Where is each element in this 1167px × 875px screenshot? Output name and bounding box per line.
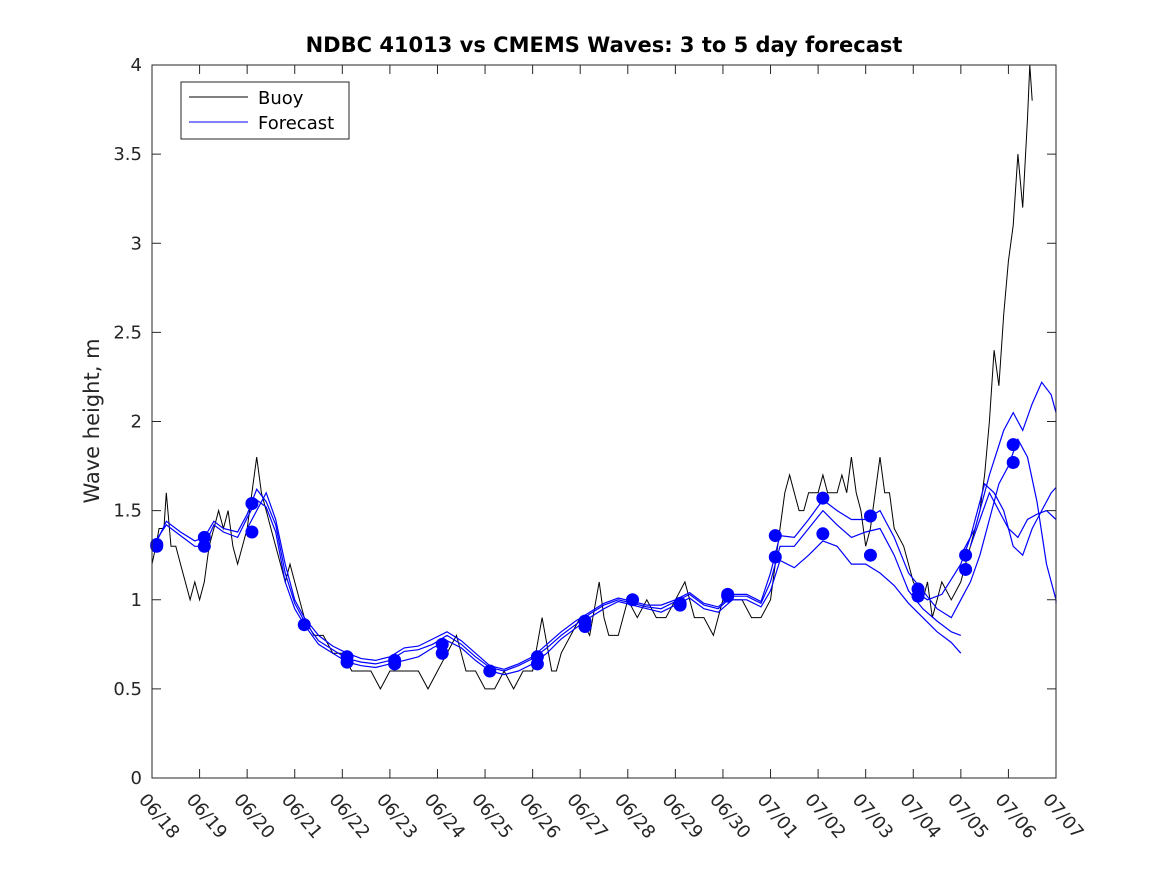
forecast-marker xyxy=(245,525,259,539)
forecast-marker xyxy=(959,548,973,562)
plot-area xyxy=(152,65,1056,778)
forecast-marker xyxy=(816,491,830,505)
forecast-marker xyxy=(863,509,877,523)
forecast-marker xyxy=(435,646,449,660)
forecast-marker xyxy=(768,550,782,564)
forecast-marker xyxy=(911,589,925,603)
forecast-run-line xyxy=(969,491,1057,547)
forecast-marker xyxy=(863,548,877,562)
forecast-marker xyxy=(959,562,973,576)
forecast-marker xyxy=(578,614,592,628)
y-tick-label: 3.5 xyxy=(113,144,142,165)
forecast-marker xyxy=(245,496,259,510)
legend-buoy-label: Buoy xyxy=(258,88,304,109)
forecast-marker xyxy=(768,529,782,543)
forecast-marker xyxy=(150,537,164,551)
y-tick-label: 0 xyxy=(131,768,142,789)
forecast-markers-group xyxy=(150,438,1020,678)
forecast-run-line xyxy=(912,482,1057,601)
forecast-marker xyxy=(483,664,497,678)
forecast-marker xyxy=(816,527,830,541)
y-tick-label: 1.5 xyxy=(113,501,142,522)
forecast-marker xyxy=(340,650,354,664)
y-tick-label: 4 xyxy=(131,55,142,76)
chart-title: NDBC 41013 vs CMEMS Waves: 3 to 5 day fo… xyxy=(306,33,903,57)
forecast-marker xyxy=(435,637,449,651)
forecast-run-line xyxy=(960,381,1057,556)
y-tick-label: 0.5 xyxy=(113,679,142,700)
y-axis: 0 0.5 1 1.5 2 2.5 3 3.5 4 xyxy=(113,55,1056,789)
forecast-marker xyxy=(1006,438,1020,452)
forecast-marker xyxy=(530,650,544,664)
y-tick-label: 3 xyxy=(131,233,142,254)
legend: Buoy Forecast xyxy=(180,81,350,140)
forecast-marker xyxy=(673,596,687,610)
y-tick-label: 2 xyxy=(131,412,142,433)
forecast-marker xyxy=(297,618,311,632)
forecast-marker xyxy=(388,653,402,667)
legend-box xyxy=(180,81,350,140)
forecast-marker xyxy=(721,587,735,601)
forecast-marker xyxy=(197,539,211,553)
y-axis-label: Wave height, m xyxy=(80,338,104,503)
legend-forecast-label: Forecast xyxy=(258,113,334,134)
forecast-marker xyxy=(197,530,211,544)
y-tick-label: 2.5 xyxy=(113,322,142,343)
y-tick-label: 1 xyxy=(131,590,142,611)
forecast-marker xyxy=(1006,455,1020,469)
forecast-marker xyxy=(626,593,640,607)
